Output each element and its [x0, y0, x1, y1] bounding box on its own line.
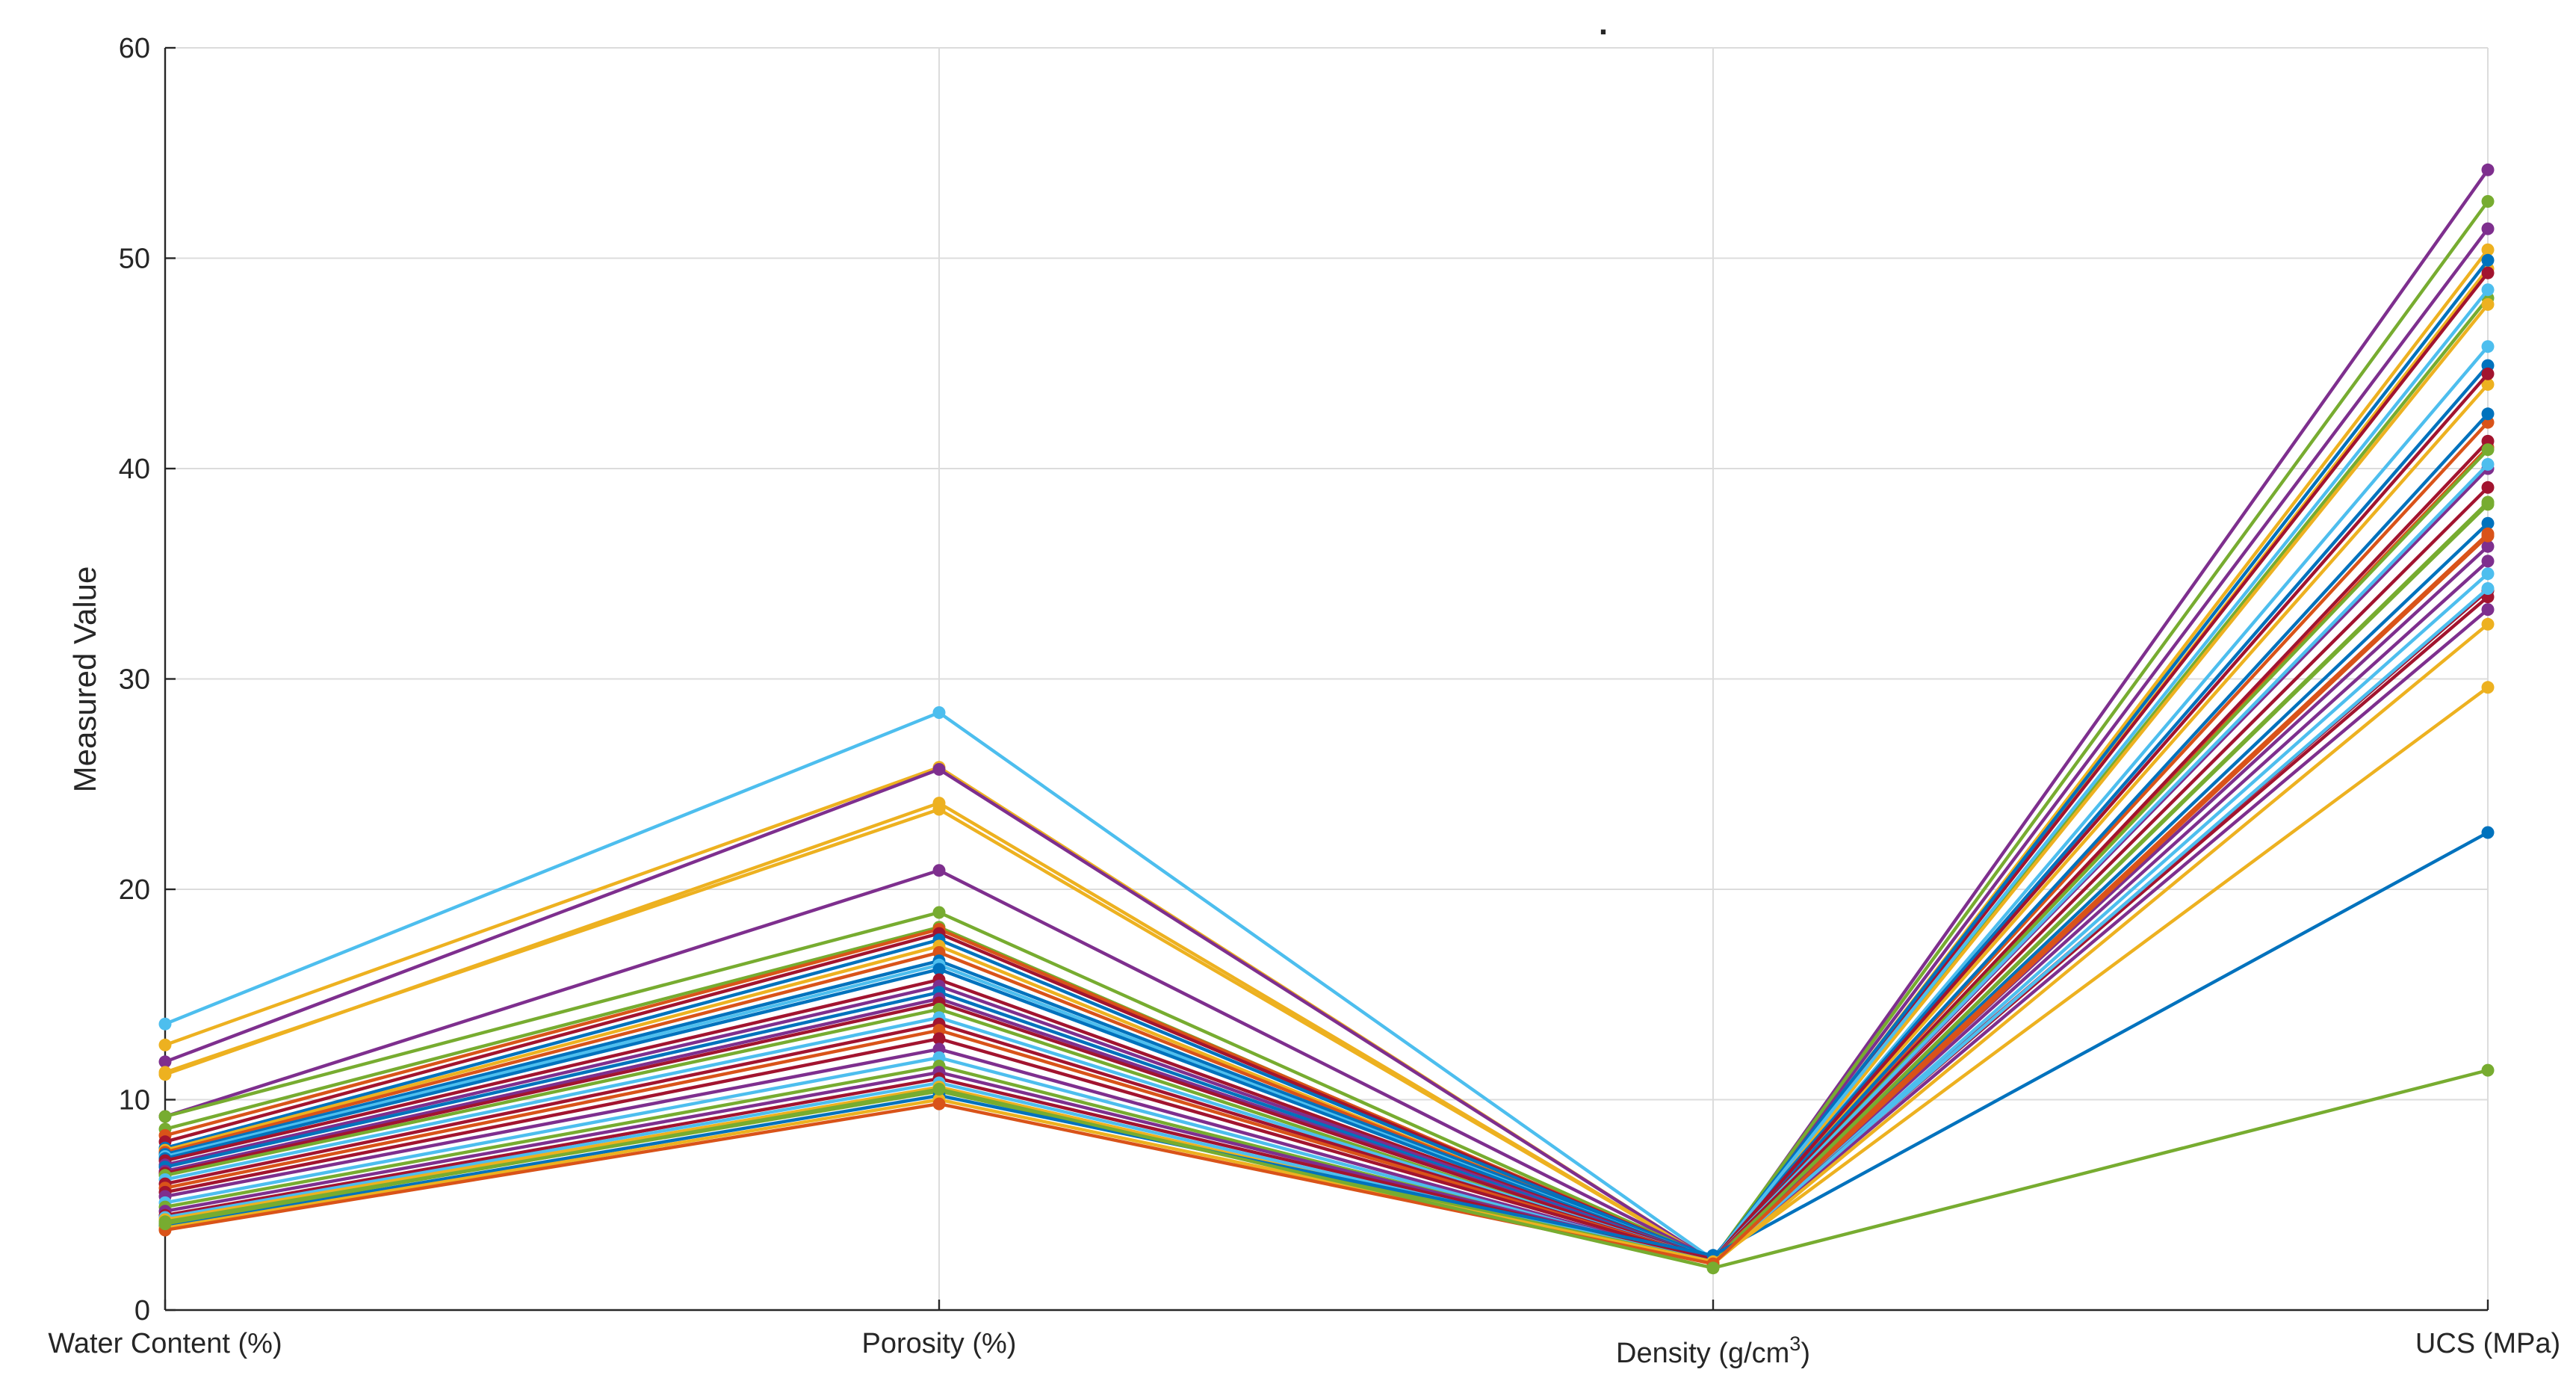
series-line-25	[164, 532, 2489, 1261]
series-line-19	[164, 522, 2489, 1261]
series-line-9	[164, 421, 2489, 1261]
series-line-20	[164, 545, 2489, 1261]
series-line-28	[164, 572, 2489, 1264]
data-point-11-4	[2481, 253, 2495, 267]
series-line-10	[164, 271, 2489, 1261]
series-line-32	[164, 587, 2489, 1264]
data-point-38-2	[932, 1082, 946, 1096]
y-tick-label: 30	[119, 664, 150, 696]
x-tick-label: Density (g/cm3)	[1616, 1332, 1810, 1369]
data-point-2-4	[2481, 243, 2495, 256]
data-point-2-1	[158, 1038, 172, 1051]
data-point-37-2	[932, 1097, 946, 1111]
data-point-5-2	[932, 803, 946, 816]
y-tick-label: 50	[119, 244, 150, 275]
series-line-21	[164, 439, 2489, 1261]
series-line-36	[164, 686, 2489, 1264]
data-point-3-4	[2481, 163, 2495, 176]
series-line-15	[164, 288, 2489, 1261]
series-line-27	[164, 608, 2489, 1264]
data-point-16-2	[932, 963, 946, 976]
axes-layer	[164, 46, 2489, 1312]
chart-title: .	[1599, 5, 1608, 42]
data-point-5-1	[158, 1066, 172, 1079]
series-line-11	[164, 259, 2489, 1261]
labels-layer: 0 10 20 30 40 50 60 Water Content (%) Porosity (…	[48, 33, 2560, 1369]
data-point-27-4	[2481, 603, 2495, 617]
data-point-37-4	[2481, 529, 2495, 543]
data-point-7-2	[932, 906, 946, 919]
y-tick-label: 60	[119, 33, 150, 64]
series-line-1	[164, 345, 2489, 1261]
data-point-36-4	[2481, 681, 2495, 694]
series-line-14	[164, 364, 2489, 1259]
data-point-1-4	[2481, 340, 2495, 353]
data-point-35-4	[2481, 826, 2495, 839]
data-point-5-4	[2481, 377, 2495, 391]
series-line-37	[164, 534, 2489, 1266]
series-line-35	[164, 831, 2489, 1258]
y-tick-label: 10	[119, 1085, 150, 1116]
data-point-34-4	[2481, 495, 2495, 509]
data-point-1-2	[932, 706, 946, 719]
data-point-1-1	[158, 1017, 172, 1031]
series-line-12	[164, 303, 2489, 1264]
data-point-38-4	[2481, 1063, 2495, 1077]
series-line-7	[164, 200, 2489, 1261]
data-point-38-1	[158, 1217, 172, 1231]
series-line-16	[164, 413, 2489, 1261]
series-line-5	[164, 383, 2489, 1264]
data-point-19-4	[2481, 516, 2495, 530]
y-tick-label: 0	[134, 1295, 150, 1326]
series-line-30	[164, 560, 2489, 1261]
series-line-3	[164, 169, 2489, 1264]
data-point-20-4	[2481, 540, 2495, 553]
series-line-17	[164, 372, 2489, 1261]
data-point-28-4	[2481, 567, 2495, 581]
data-point-23-4	[2481, 457, 2495, 471]
data-point-6-2	[932, 864, 946, 877]
y-tick-label: 40	[119, 454, 150, 485]
series-line-24	[164, 486, 2489, 1261]
data-point-3-1	[158, 1055, 172, 1069]
data-point-24-4	[2481, 481, 2495, 494]
data-point-16-4	[2481, 407, 2495, 421]
y-tick-label: 20	[119, 874, 150, 906]
series-layer	[158, 163, 2495, 1275]
data-point-32-4	[2481, 582, 2495, 595]
data-point-22-4	[2481, 443, 2495, 457]
data-point-7-4	[2481, 195, 2495, 208]
data-point-30-4	[2481, 555, 2495, 568]
data-point-15-4	[2481, 283, 2495, 297]
series-line-38	[164, 1068, 2489, 1270]
data-point-12-4	[2481, 297, 2495, 311]
data-point-26-2	[932, 1032, 946, 1045]
series-line-6	[164, 227, 2489, 1261]
data-point-6-4	[2481, 222, 2495, 235]
data-point-3-2	[932, 763, 946, 776]
data-point-33-4	[2481, 617, 2495, 631]
series-line-22	[164, 448, 2489, 1264]
x-tick-label: Porosity (%)	[862, 1328, 1017, 1359]
series-line-23	[164, 463, 2489, 1261]
series-line-31	[164, 596, 2489, 1261]
data-point-38-3	[1706, 1261, 1720, 1275]
y-axis-title: Measured Value	[67, 566, 102, 793]
data-point-17-4	[2481, 367, 2495, 380]
x-tick-label: UCS (MPa)	[2415, 1328, 2560, 1359]
data-point-7-1	[158, 1110, 172, 1123]
x-tick-label: Water Content (%)	[48, 1328, 282, 1359]
data-point-10-4	[2481, 266, 2495, 279]
